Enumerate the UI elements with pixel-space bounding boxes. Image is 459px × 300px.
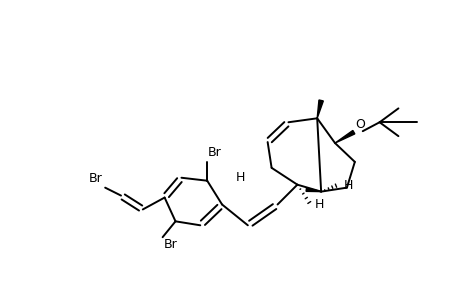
Text: H: H bbox=[235, 171, 244, 184]
Text: H: H bbox=[343, 179, 353, 192]
Text: Br: Br bbox=[208, 146, 222, 159]
Polygon shape bbox=[334, 130, 354, 143]
Text: H: H bbox=[314, 198, 324, 211]
Text: Br: Br bbox=[88, 172, 102, 185]
Text: O: O bbox=[354, 118, 364, 131]
Polygon shape bbox=[317, 100, 323, 118]
Polygon shape bbox=[305, 188, 320, 192]
Text: Br: Br bbox=[163, 238, 177, 251]
